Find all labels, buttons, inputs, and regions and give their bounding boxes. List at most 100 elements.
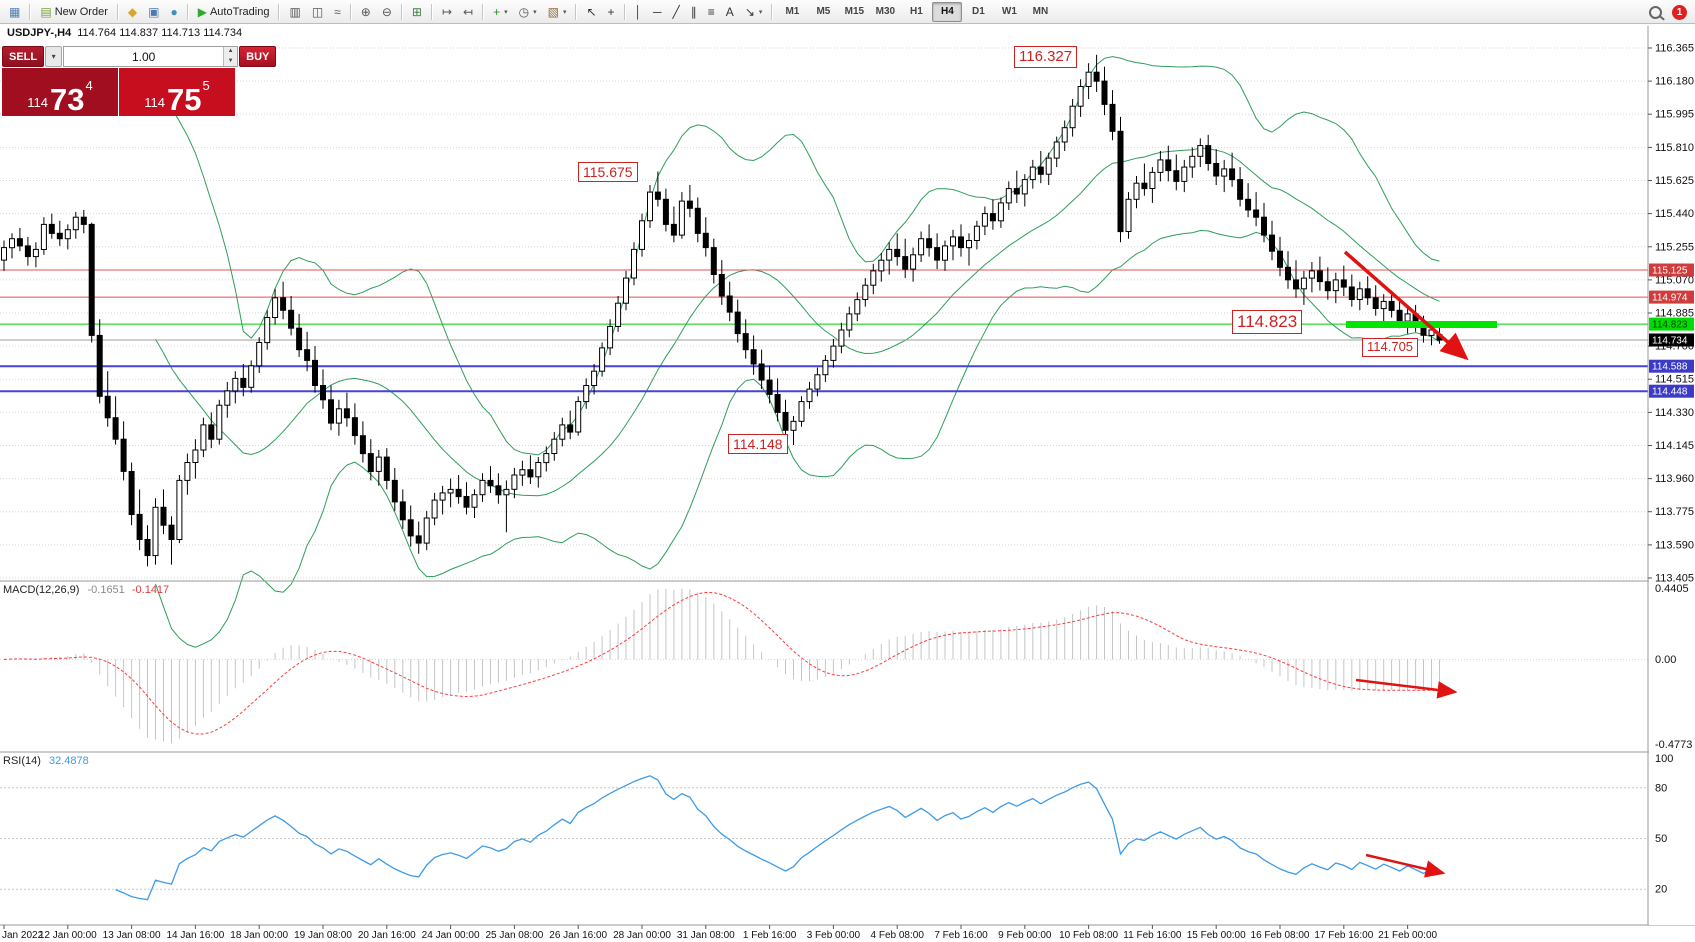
templates-icon: ▧ (547, 4, 559, 19)
timeframe-m15-button[interactable]: M15 (844, 6, 865, 17)
buy-price-prefix: 114 (144, 95, 165, 110)
price-label-annotation[interactable]: 114.705 (1362, 338, 1419, 357)
svg-text:20: 20 (1655, 884, 1667, 896)
timeframe-h4-button[interactable]: H4 (932, 1, 963, 22)
svg-text:28 Jan 00:00: 28 Jan 00:00 (613, 930, 671, 941)
svg-text:115.440: 115.440 (1655, 208, 1694, 220)
zoom-out-button[interactable]: ⊖ (377, 1, 397, 23)
svg-text:15 Feb 00:00: 15 Feb 00:00 (1187, 930, 1246, 941)
rsi-line (115, 775, 1440, 901)
price-label-annotation[interactable]: 115.675 (578, 162, 638, 183)
text-button[interactable]: A (721, 1, 739, 23)
toolbar-separator (116, 3, 119, 20)
chevron-down-icon: ▾ (51, 52, 56, 61)
arrows-tool-button[interactable]: ↘ ▾ (740, 1, 768, 23)
svg-text:10 Feb 08:00: 10 Feb 08:00 (1059, 930, 1118, 941)
macd-scale: 0.4405 0.00 -0.4773 (1655, 583, 1692, 751)
search-icon[interactable] (1649, 5, 1662, 19)
svg-text:115.125: 115.125 (1652, 266, 1688, 277)
fibonacci-icon: ≡ (707, 4, 715, 19)
chart-shift-button[interactable]: ↤ (458, 1, 478, 23)
svg-text:0.4405: 0.4405 (1655, 583, 1689, 595)
timeframe-m5-button[interactable]: M5 (816, 6, 831, 17)
svg-text:114.823: 114.823 (1652, 320, 1688, 331)
navigator-icon: ● (170, 4, 178, 19)
templates-button[interactable]: ▧ ▾ (543, 1, 572, 23)
trendline-button[interactable]: ╱ (668, 1, 685, 23)
price-scale[interactable]: 116.365 116.180 115.995 115.810 115.625 115.4… (1648, 43, 1694, 585)
notification-badge[interactable]: 1 (1672, 4, 1687, 20)
new-order-label: New Order (54, 5, 108, 18)
svg-text:4 Feb 08:00: 4 Feb 08:00 (871, 930, 925, 941)
volume-increase-button[interactable]: ▲ (224, 47, 238, 57)
svg-text:113.405: 113.405 (1655, 573, 1694, 585)
svg-text:Jan 2022: Jan 2022 (2, 930, 44, 941)
line-chart-button[interactable]: ≈ (329, 1, 346, 23)
sell-price-panel[interactable]: 114 73 4 (2, 68, 118, 116)
svg-text:114.974: 114.974 (1652, 293, 1688, 304)
macd-histogram (11, 588, 1440, 744)
timeframe-mn-button[interactable]: MN (1032, 6, 1049, 17)
svg-text:25 Jan 08:00: 25 Jan 08:00 (485, 930, 543, 941)
vertical-line-button[interactable]: │ (630, 1, 648, 23)
volume-input[interactable] (64, 47, 224, 66)
market-watch-button[interactable]: ▣ (143, 1, 164, 23)
svg-text:115.625: 115.625 (1655, 175, 1694, 187)
sell-price-prefix: 114 (27, 95, 48, 110)
horizontal-line-button[interactable]: ─ (648, 1, 667, 23)
buy-button[interactable]: BUY (239, 46, 277, 67)
crosshair-button[interactable]: + (603, 1, 620, 23)
svg-text:114.885: 114.885 (1655, 308, 1694, 320)
sell-price-big: 73 (50, 81, 85, 117)
autotrading-button[interactable]: ▶ AutoTrading (193, 1, 275, 23)
price-label-annotation[interactable]: 114.148 (728, 434, 788, 455)
bar-chart-button[interactable]: ▥ (284, 1, 305, 23)
zoom-out-icon: ⊖ (381, 4, 392, 19)
candlestick-chart-button[interactable]: ◫ (307, 1, 328, 23)
timeframe-h1-button[interactable]: H1 (909, 6, 923, 17)
metaeditor-button[interactable]: ◆ (123, 1, 142, 23)
svg-text:114.515: 114.515 (1655, 374, 1694, 386)
channel-button[interactable]: ∥ (686, 1, 702, 23)
rsi-scale: 100 80 50 20 (1655, 753, 1673, 896)
order-type-dropdown[interactable]: ▾ (45, 46, 63, 67)
zoom-in-button[interactable]: ⊕ (356, 1, 376, 23)
timeframe-m1-button[interactable]: M1 (785, 6, 800, 17)
svg-text:11 Feb 16:00: 11 Feb 16:00 (1123, 930, 1182, 941)
price-label-annotation[interactable]: 116.327 (1014, 46, 1078, 68)
arrows-tool-icon: ↘ (744, 4, 755, 19)
svg-text:18 Jan 00:00: 18 Jan 00:00 (230, 930, 288, 941)
auto-scroll-button[interactable]: ↦ (437, 1, 457, 23)
panel-separators[interactable] (0, 580, 1695, 926)
bollinger-bands (155, 56, 1440, 648)
svg-text:114.330: 114.330 (1655, 407, 1694, 419)
svg-text:113.960: 113.960 (1655, 473, 1694, 485)
svg-text:116.180: 116.180 (1655, 76, 1694, 88)
tile-windows-button[interactable]: ⊞ (407, 1, 427, 23)
new-chart-button[interactable]: ▦ (4, 1, 25, 23)
rsi-level-lines (0, 787, 1648, 890)
timeframe-m30-button[interactable]: M30 (875, 6, 896, 17)
vertical-line-icon: │ (634, 4, 643, 19)
timeframe-w1-button[interactable]: W1 (1001, 6, 1017, 17)
svg-text:50: 50 (1655, 833, 1667, 845)
drawn-trend-arrows[interactable] (1343, 250, 1469, 878)
svg-text:114.734: 114.734 (1652, 336, 1688, 347)
periods-button[interactable]: ◷ ▾ (514, 1, 542, 23)
fibonacci-button[interactable]: ≡ (703, 1, 720, 23)
indicators-button[interactable]: + ▾ (488, 1, 513, 23)
new-order-button[interactable]: ▤ New Order (35, 1, 113, 23)
cursor-button[interactable]: ↖ (581, 1, 601, 23)
timeframe-d1-button[interactable]: D1 (971, 6, 985, 17)
price-label-annotation[interactable]: 114.823 (1232, 310, 1303, 335)
market-watch-icon: ▣ (148, 4, 160, 19)
sell-button[interactable]: SELL (2, 46, 45, 67)
svg-text:115.070: 115.070 (1655, 274, 1694, 286)
volume-decrease-button[interactable]: ▼ (224, 56, 238, 66)
drawn-green-bar[interactable] (1346, 321, 1497, 328)
navigator-button[interactable]: ● (165, 1, 182, 23)
svg-text:19 Jan 08:00: 19 Jan 08:00 (294, 930, 352, 941)
buy-price-panel[interactable]: 114 75 5 (119, 68, 235, 116)
